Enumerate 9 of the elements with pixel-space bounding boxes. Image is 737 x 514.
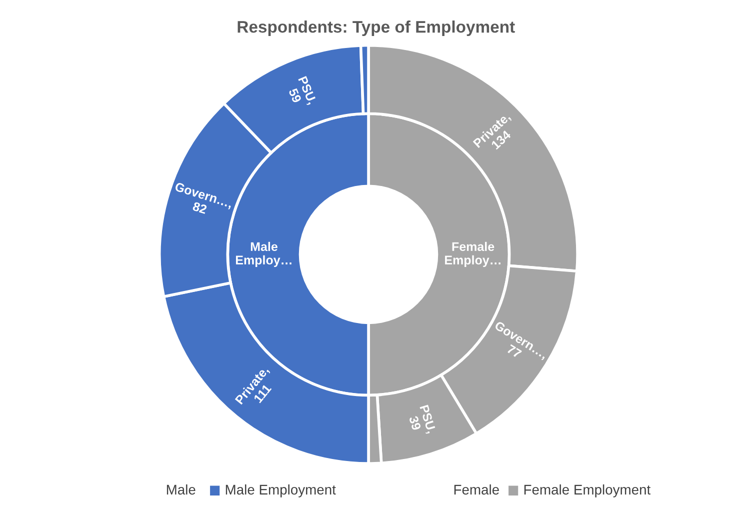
- text: Female Employment: [524, 484, 651, 498]
- data-label: Male Employ…: [236, 242, 292, 267]
- data-label: Female Employ…: [445, 242, 500, 267]
- chart-title: Respondents: Type of Employment: [238, 20, 515, 36]
- data-label: PSU, 59: [288, 76, 317, 106]
- data-label: PSU, 39: [408, 404, 436, 434]
- text: Male Employment: [226, 484, 336, 498]
- text: Female: [454, 484, 499, 495]
- text: Male: [166, 484, 196, 495]
